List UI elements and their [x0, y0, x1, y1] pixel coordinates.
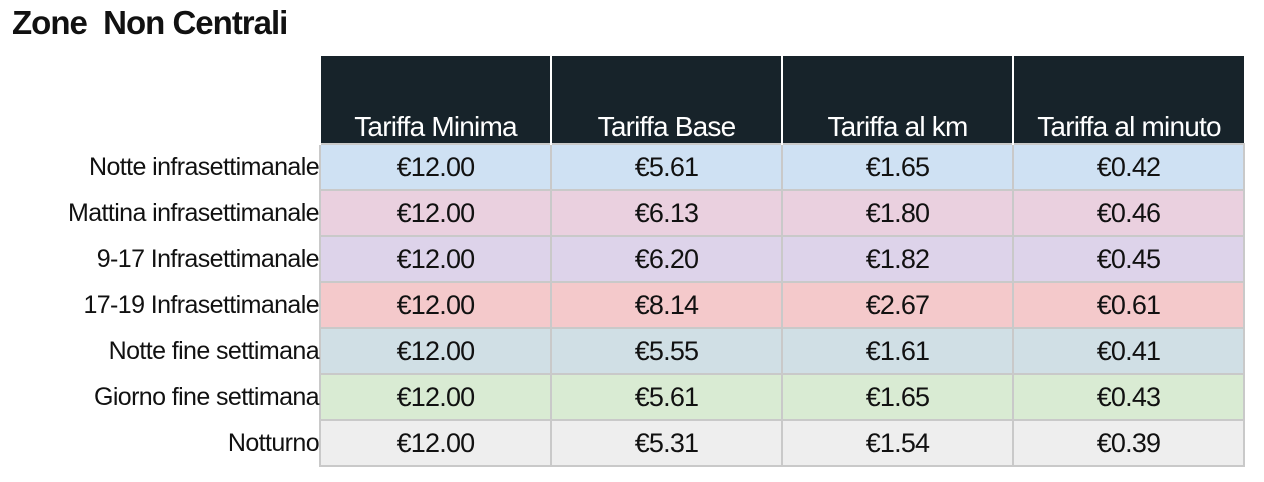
- cell-tariffa-km: €1.61: [781, 327, 1014, 375]
- row-label: 17-19 Infrasettimanale: [0, 282, 320, 328]
- cell-tariffa-minuto: €0.61: [1012, 281, 1245, 329]
- cell-tariffa-base: €6.20: [550, 235, 783, 283]
- cell-tariffa-km: €1.65: [781, 373, 1014, 421]
- cell-tariffa-minuto: €0.41: [1012, 327, 1245, 375]
- table-row: Giorno fine settimana €12.00 €5.61 €1.65…: [0, 373, 1245, 421]
- table-row: 17-19 Infrasettimanale €12.00 €8.14 €2.6…: [0, 281, 1245, 329]
- cell-tariffa-base: €5.61: [550, 143, 783, 191]
- cell-tariffa-minima: €12.00: [319, 281, 552, 329]
- cell-tariffa-base: €8.14: [550, 281, 783, 329]
- cell-tariffa-minuto: €0.39: [1012, 419, 1245, 467]
- table-row: Notte infrasettimanale €12.00 €5.61 €1.6…: [0, 143, 1245, 191]
- cell-tariffa-km: €1.65: [781, 143, 1014, 191]
- cell-tariffa-minima: €12.00: [319, 373, 552, 421]
- cell-tariffa-minima: €12.00: [319, 327, 552, 375]
- cell-tariffa-base: €6.13: [550, 189, 783, 237]
- table-row: 9-17 Infrasettimanale €12.00 €6.20 €1.82…: [0, 235, 1245, 283]
- row-label: Notturno: [0, 420, 320, 466]
- cell-tariffa-base: €5.31: [550, 419, 783, 467]
- header-tariffa-km: Tariffa al km: [781, 56, 1013, 144]
- table-row: Notturno €12.00 €5.31 €1.54 €0.39: [0, 419, 1245, 467]
- cell-tariffa-minima: €12.00: [319, 235, 552, 283]
- cell-tariffa-km: €1.80: [781, 189, 1014, 237]
- cell-tariffa-minuto: €0.43: [1012, 373, 1245, 421]
- row-label: Notte infrasettimanale: [0, 144, 320, 190]
- corner-cell: [0, 56, 320, 144]
- cell-tariffa-base: €5.55: [550, 327, 783, 375]
- row-label: Mattina infrasettimanale: [0, 190, 320, 236]
- cell-tariffa-minuto: €0.45: [1012, 235, 1245, 283]
- cell-tariffa-base: €5.61: [550, 373, 783, 421]
- cell-tariffa-minuto: €0.46: [1012, 189, 1245, 237]
- tariff-table: Tariffa Minima Tariffa Base Tariffa al k…: [0, 56, 1245, 467]
- cell-tariffa-km: €1.54: [781, 419, 1014, 467]
- cell-tariffa-km: €2.67: [781, 281, 1014, 329]
- cell-tariffa-minima: €12.00: [319, 189, 552, 237]
- cell-tariffa-minima: €12.00: [319, 419, 552, 467]
- header-tariffa-base: Tariffa Base: [550, 56, 782, 144]
- header-tariffa-minuto: Tariffa al minuto: [1012, 56, 1244, 144]
- header-tariffa-minima: Tariffa Minima: [319, 56, 551, 144]
- row-label: Notte fine settimana: [0, 328, 320, 374]
- row-label: 9-17 Infrasettimanale: [0, 236, 320, 282]
- row-label: Giorno fine settimana: [0, 374, 320, 420]
- page-title: Zone Non Centrali: [12, 4, 288, 41]
- cell-tariffa-minuto: €0.42: [1012, 143, 1245, 191]
- table-row: Mattina infrasettimanale €12.00 €6.13 €1…: [0, 189, 1245, 237]
- cell-tariffa-minima: €12.00: [319, 143, 552, 191]
- cell-tariffa-km: €1.82: [781, 235, 1014, 283]
- header-row: Tariffa Minima Tariffa Base Tariffa al k…: [0, 56, 1244, 144]
- table-row: Notte fine settimana €12.00 €5.55 €1.61 …: [0, 327, 1245, 375]
